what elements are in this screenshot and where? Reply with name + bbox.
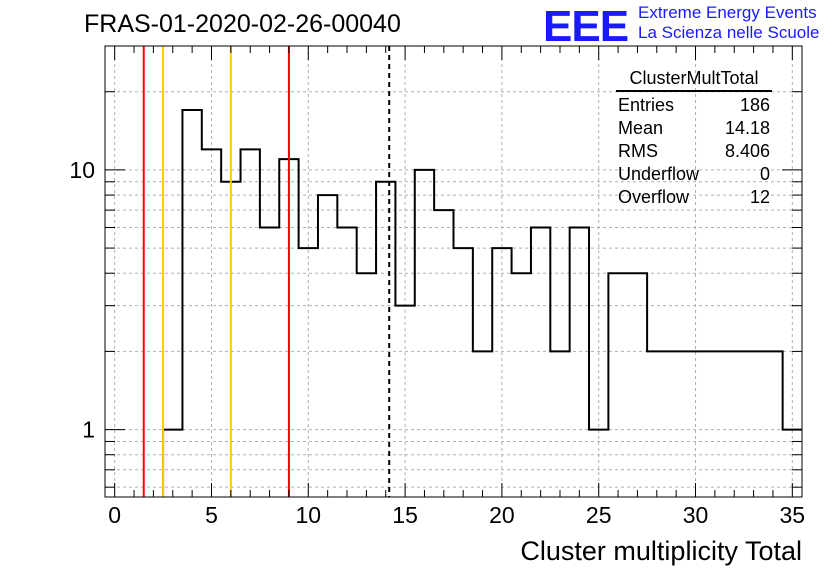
stats-label: Mean	[618, 118, 664, 138]
chart-title: FRAS-01-2020-02-26-00040	[84, 10, 401, 38]
y-tick-label: 1	[82, 417, 95, 443]
plot-frame	[104, 45, 803, 498]
x-tick-label: 25	[586, 502, 612, 528]
stats-value: 12	[749, 187, 770, 207]
stats-row-overflow: Overflow 12	[612, 186, 776, 209]
x-tick-label: 5	[205, 502, 218, 528]
histogram-outline	[162, 109, 802, 497]
stats-title: ClusterMultTotal	[616, 68, 772, 92]
x-tick-label: 15	[392, 502, 418, 528]
x-axis-label: Cluster multiplicity Total	[520, 536, 802, 566]
stats-box: ClusterMultTotal Entries 186 Mean 14.18 …	[612, 68, 776, 209]
logo-line-1: Extreme Energy Events	[638, 3, 817, 22]
stats-label: RMS	[618, 141, 658, 161]
y-tick-label: 10	[69, 157, 95, 183]
stats-row-mean: Mean 14.18	[612, 117, 776, 140]
x-tick-label: 35	[780, 502, 806, 528]
eee-logo: EEE	[543, 2, 629, 51]
stats-value: 14.18	[724, 118, 770, 138]
stats-value: 8.406	[724, 141, 770, 161]
logo-line-2: La Scienza nelle Scuole	[638, 23, 820, 42]
x-tick-label: 30	[683, 502, 709, 528]
stats-value: 186	[739, 95, 770, 115]
stats-row-underflow: Underflow 0	[612, 163, 776, 186]
stats-label: Overflow	[618, 187, 690, 207]
stats-row-entries: Entries 186	[612, 94, 776, 117]
x-tick-label: 20	[489, 502, 515, 528]
stats-value: 0	[759, 164, 770, 184]
stats-label: Entries	[618, 95, 675, 115]
x-tick-label: 10	[295, 502, 321, 528]
stats-label: Underflow	[618, 164, 700, 184]
stats-row-rms: RMS 8.406	[612, 140, 776, 163]
x-tick-label: 0	[108, 502, 121, 528]
